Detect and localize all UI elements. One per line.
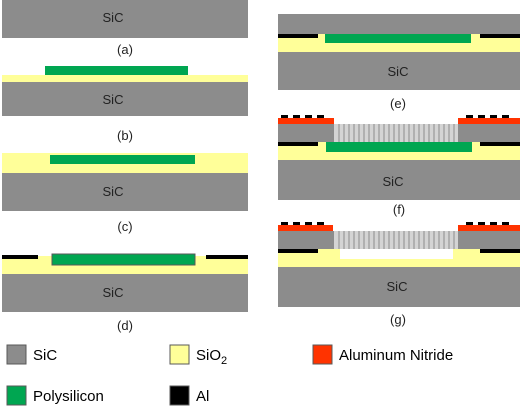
al-electrode	[466, 222, 473, 225]
legend-label: Al	[196, 388, 209, 405]
al-electrodes-right	[466, 222, 509, 225]
sic-top-wafer	[278, 14, 520, 34]
al-electrode	[317, 222, 324, 225]
al-pad-left	[278, 34, 318, 38]
black-square-swatch	[169, 385, 190, 406]
gray-square-swatch	[6, 344, 27, 365]
al-electrode	[281, 115, 288, 118]
step-g: SiC (g)	[278, 222, 520, 327]
aln-layer-right	[458, 118, 520, 124]
step-e: SiC (e)	[278, 14, 520, 111]
al-pad-right	[480, 142, 520, 146]
step-caption: (c)	[117, 219, 132, 234]
sic-substrate	[2, 274, 248, 312]
step-a: SiC (a)	[2, 0, 248, 57]
sic-substrate	[2, 0, 248, 38]
aln-layer-left	[278, 118, 334, 124]
al-electrode	[281, 222, 288, 225]
aln-layer-right	[458, 225, 520, 231]
al-electrode	[305, 115, 312, 118]
al-electrode	[478, 222, 485, 225]
legend-label: SiC	[33, 347, 57, 364]
substrate-label: SiC	[387, 279, 408, 294]
al-electrode	[305, 222, 312, 225]
sic-top-wafer-right	[458, 231, 520, 249]
sic-membrane	[334, 124, 458, 142]
al-pad-left	[2, 255, 38, 259]
legend-item-sio2: SiO2	[169, 344, 227, 367]
legend-item-aluminum-nitride: Aluminum Nitride	[312, 344, 453, 365]
membrane-hatching	[338, 124, 455, 142]
legend-item-polysilicon: Polysilicon	[6, 385, 104, 406]
al-electrode	[478, 115, 485, 118]
sic-substrate	[278, 267, 520, 307]
polysilicon-layer	[45, 66, 188, 75]
legend-label-main: SiO	[196, 347, 221, 364]
sic-top-wafer-left	[278, 124, 334, 142]
al-pad-left	[278, 249, 318, 253]
step-c: SiC (c)	[2, 153, 248, 234]
step-d: SiC (d)	[2, 253, 248, 333]
sic-membrane	[334, 231, 458, 249]
al-pad-right	[206, 255, 248, 259]
polysilicon-layer	[325, 34, 471, 43]
sio2-layer	[2, 75, 248, 82]
sic-substrate	[2, 173, 248, 211]
step-caption: (a)	[117, 42, 133, 57]
al-electrode	[293, 222, 300, 225]
sic-top-wafer-right	[458, 124, 520, 142]
step-caption: (g)	[390, 312, 406, 327]
polysilicon-layer	[50, 155, 195, 164]
aln-layer-left	[278, 225, 333, 231]
step-b: SiC (b)	[2, 66, 248, 143]
cavity	[340, 249, 453, 259]
sic-substrate	[278, 160, 520, 200]
red-square-swatch	[312, 344, 333, 365]
substrate-label: SiC	[103, 184, 124, 199]
sic-substrate	[2, 82, 248, 116]
substrate-label: SiC	[103, 92, 124, 107]
green-square-swatch	[6, 385, 27, 406]
legend-label: Aluminum Nitride	[339, 347, 453, 364]
legend-item-al: Al	[169, 385, 209, 406]
sic-substrate	[278, 52, 520, 90]
substrate-label: SiC	[388, 64, 409, 79]
substrate-label: SiC	[103, 285, 124, 300]
al-electrode	[317, 115, 324, 118]
al-pad-right	[480, 249, 520, 253]
al-electrodes-left	[281, 222, 324, 225]
legend-label: SiO2	[196, 347, 227, 367]
legend-label-subscript: 2	[221, 355, 227, 367]
polysilicon-layer	[51, 253, 196, 266]
step-caption: (d)	[117, 318, 133, 333]
al-pad-left	[278, 142, 318, 146]
al-pad-right	[480, 34, 520, 38]
step-caption: (f)	[393, 202, 405, 217]
al-electrode	[490, 222, 497, 225]
step-f: SiC (f)	[278, 115, 520, 217]
substrate-label: SiC	[383, 174, 404, 189]
al-electrode	[293, 115, 300, 118]
step-caption: (b)	[117, 128, 133, 143]
legend: SiC SiO2 Aluminum Nitride Polysilicon Al	[6, 344, 453, 406]
membrane-hatching	[338, 231, 455, 249]
al-electrodes-right	[466, 115, 509, 118]
al-electrode	[502, 222, 509, 225]
step-caption: (e)	[390, 96, 406, 111]
polysilicon-layer	[326, 142, 472, 152]
yellow-square-swatch	[169, 344, 190, 365]
al-electrodes-left	[281, 115, 324, 118]
legend-item-sic: SiC	[6, 344, 57, 365]
legend-label: Polysilicon	[33, 388, 104, 405]
al-electrode	[466, 115, 473, 118]
al-electrode	[502, 115, 509, 118]
sic-top-wafer-left	[278, 231, 334, 249]
al-electrode	[490, 115, 497, 118]
substrate-label: SiC	[103, 10, 124, 25]
